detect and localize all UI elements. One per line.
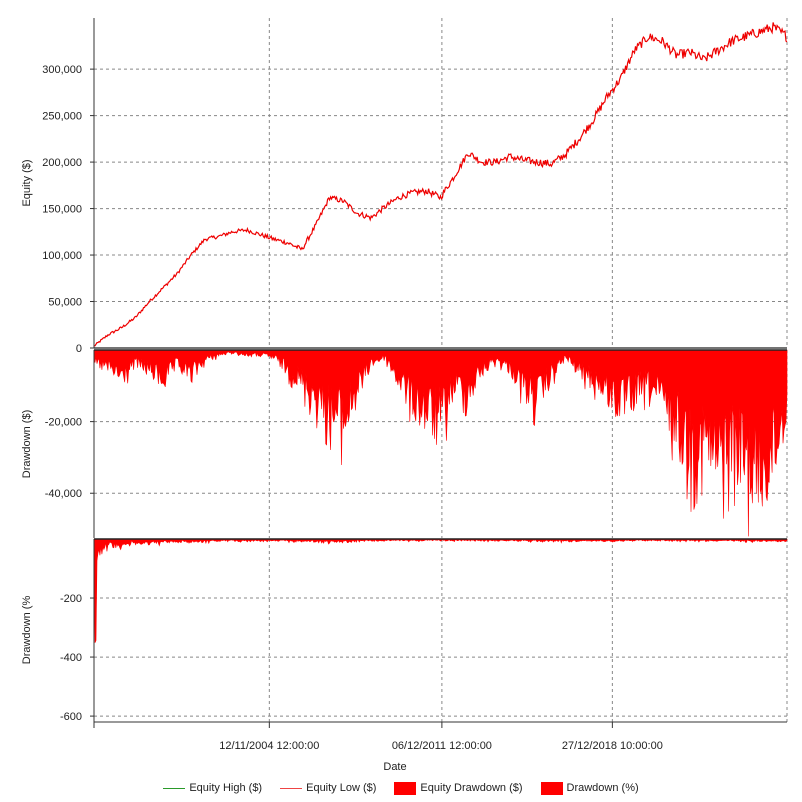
ytick-label: 50,000 [48,297,82,309]
ytick-label: -600 [60,711,82,723]
legend-item-equity-drawdown: Equity Drawdown ($) [394,781,523,795]
ytick-label: -40,000 [45,488,82,500]
series-equity-drawdown [93,349,788,537]
ytick-label: -200 [60,593,82,605]
ytick-label: 150,000 [42,204,82,216]
ytick-label: 0 [76,343,82,355]
y-axis-title: Drawdown ($) [21,410,33,478]
y-axis-title: Equity ($) [21,159,33,206]
y-axis-title: Drawdown (% [21,596,33,665]
series-equity-low [94,22,788,347]
legend-label-equity-low: Equity Low ($) [306,782,377,794]
legend-item-equity-low: Equity Low ($) [280,782,376,794]
xtick-label: 06/12/2011 12:00:00 [392,740,492,752]
series-drawdown-pct [93,538,788,643]
ytick-label: 200,000 [42,157,82,169]
ytick-label: 100,000 [42,250,82,262]
drawdown-pct-panel: -200 -400 -600 Drawdown (% [21,538,788,723]
equity-panel: 0 50,000 100,000 150,000 200,000 250,000 300,0… [21,18,788,355]
ytick-label: -20,000 [45,417,82,429]
legend-swatch-equity-drawdown [394,781,417,795]
xtick-label: 12/11/2004 12:00:00 [219,740,319,752]
legend-label-equity-drawdown: Equity Drawdown ($) [420,782,523,794]
legend: Equity High ($) Equity Low ($) Equity Dr… [0,778,802,798]
legend-label-equity-high: Equity High ($) [189,782,263,794]
legend-swatch-equity-high [163,787,186,789]
x-axis: 12/11/2004 12:00:00 06/12/2011 12:00:00 27… [93,721,787,773]
legend-item-equity-high: Equity High ($) [163,782,262,794]
ytick-label: 250,000 [42,111,82,123]
xtick-label: 27/12/2018 10:00:00 [562,740,663,752]
drawdown-usd-panel: -20,000 -40,000 Drawdown ($) [21,349,788,538]
legend-label-drawdown-pct: Drawdown (%) [566,782,639,794]
ytick-label: -400 [60,652,82,664]
legend-item-drawdown-pct: Drawdown (%) [540,781,639,795]
legend-swatch-drawdown-pct [540,781,563,795]
ytick-label: 300,000 [42,64,82,76]
x-axis-title: Date [383,761,406,773]
legend-swatch-equity-low [280,787,303,789]
